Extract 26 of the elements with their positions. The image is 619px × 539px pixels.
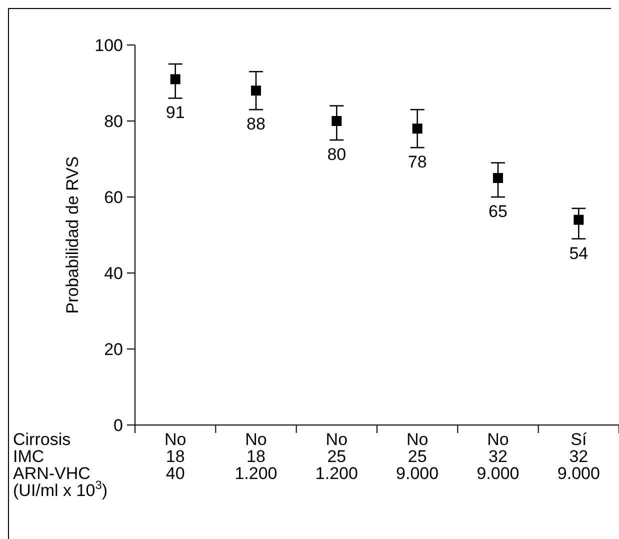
y-tick-label: 20 (104, 340, 123, 359)
x-tick-label: Sí 32 9.000 (557, 430, 600, 483)
x-tick-label: No 18 40 (164, 430, 186, 483)
data-label: 88 (246, 114, 266, 134)
data-label: 80 (327, 145, 346, 164)
point (251, 86, 261, 96)
x-axis-title: Cirrosis IMC ARN-VHC (UI/ml x 10$^{3}$) (13, 430, 108, 500)
point (493, 173, 503, 183)
point (332, 116, 342, 126)
data-label: 54 (569, 244, 588, 263)
data-label: 78 (408, 152, 427, 172)
x-tick-label: No 32 9.000 (476, 430, 520, 483)
point (574, 214, 584, 225)
y-tick-label: 80 (104, 112, 123, 131)
y-tick-label: 40 (104, 264, 123, 283)
point (412, 124, 422, 134)
x-tick-label: No 18 1.200 (234, 430, 278, 483)
data-label: 91 (166, 103, 185, 122)
point (170, 74, 180, 84)
y-tick-label: 100 (94, 36, 123, 55)
y-axis-title: Probabilidad de RVS (63, 156, 82, 314)
x-tick-label: No 25 1.200 (315, 430, 358, 483)
data-label: 65 (488, 202, 508, 221)
y-tick-label: 60 (104, 188, 123, 207)
y-tick-label: 0 (114, 416, 123, 435)
x-tick-label: No 25 9.000 (396, 430, 439, 483)
